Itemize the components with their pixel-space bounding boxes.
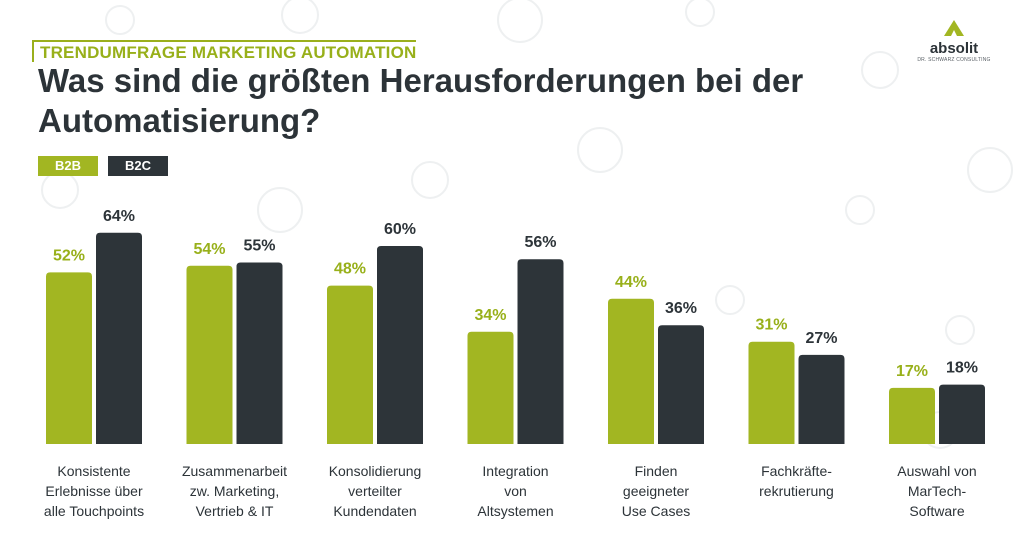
data-label-b2c-1: 55%	[243, 238, 275, 255]
data-label-b2b-4: 44%	[615, 274, 647, 291]
bar-b2c-6	[939, 384, 985, 444]
bar-b2c-4	[658, 325, 704, 444]
category-label-2: Konsolidierung verteilter Kundendaten	[329, 463, 422, 519]
data-label-b2c-2: 60%	[384, 221, 416, 238]
logo-mark-icon	[944, 20, 964, 36]
background-gear-icon	[257, 187, 303, 233]
data-label-b2c-4: 36%	[665, 300, 697, 317]
data-label-b2b-0: 52%	[53, 247, 85, 264]
legend: B2B B2C	[38, 156, 168, 176]
background-gear-icon	[845, 195, 875, 225]
logo-tagline: DR. SCHWARZ CONSULTING	[917, 57, 991, 63]
data-label-b2b-6: 17%	[896, 363, 928, 380]
background-gear-icon	[967, 147, 1013, 193]
background-gear-icon	[281, 0, 319, 34]
bar-b2b-0	[46, 272, 92, 444]
background-gear-icon	[685, 0, 715, 27]
background-gear-icon	[411, 161, 449, 199]
data-label-b2b-3: 34%	[474, 307, 506, 324]
bar-b2c-2	[377, 246, 423, 444]
background-gear-icon	[105, 5, 135, 35]
bar-b2c-5	[798, 354, 845, 444]
category-label-1: Zusammenarbeit zw. Marketing, Vertrieb & I…	[182, 463, 287, 519]
background-gear-icon	[715, 285, 745, 315]
data-label-b2c-0: 64%	[103, 208, 135, 225]
bar-b2c-0	[96, 232, 142, 444]
legend-b2c: B2C	[108, 156, 168, 176]
data-label-b2b-2: 48%	[334, 261, 366, 278]
absolit-logo: absolit DR. SCHWARZ CONSULTING	[914, 20, 994, 63]
data-label-b2c-6: 18%	[946, 360, 978, 377]
bar-b2c-1	[236, 262, 283, 444]
data-label-b2b-5: 31%	[755, 317, 787, 334]
category-label-5: Fachkräfte-rekrutierung	[759, 463, 834, 499]
bar-b2c-3	[517, 259, 564, 444]
background-gear-icon	[577, 127, 623, 173]
data-label-b2c-3: 56%	[524, 234, 556, 251]
background-gear-icon	[861, 51, 899, 89]
bar-b2b-2	[327, 285, 373, 444]
category-label-3: Integration von Altsystemen	[477, 463, 553, 519]
bar-b2b-4	[608, 298, 654, 444]
bar-b2b-3	[467, 331, 514, 444]
bar-b2b-1	[186, 265, 233, 444]
category-label-4: Finden geeigneter Use Cases	[622, 463, 690, 519]
eyebrow-label: TRENDUMFRAGE MARKETING AUTOMATION	[32, 40, 417, 62]
category-label-0: Konsistente Erlebnisse über alle Touchpoin…	[44, 463, 144, 519]
data-label-b2c-5: 27%	[805, 330, 837, 347]
bar-b2b-5	[748, 341, 795, 444]
background-gear-icon	[945, 315, 975, 345]
category-label-6: Auswahl von MarTech-Software	[897, 463, 976, 519]
data-label-b2b-1: 54%	[193, 241, 225, 258]
legend-b2b: B2B	[38, 156, 98, 176]
bar-b2b-6	[889, 387, 935, 444]
chart-title: Was sind die größten Herausforderungen b…	[38, 62, 804, 139]
logo-wordmark: absolit	[929, 40, 979, 57]
background-gear-icon	[497, 0, 543, 43]
